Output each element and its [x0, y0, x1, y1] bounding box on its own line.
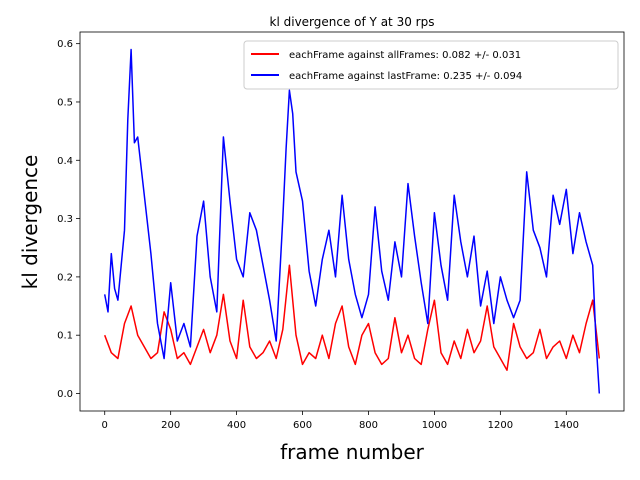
y-tick-label: 0.1	[57, 331, 73, 342]
x-tick-label: 1400	[554, 420, 579, 431]
x-axis-label: frame number	[280, 440, 424, 464]
y-tick-label: 0.5	[57, 97, 73, 108]
x-tick-label: 400	[227, 420, 246, 431]
x-tick-label: 800	[359, 420, 378, 431]
x-tick-label: 1000	[422, 420, 447, 431]
y-axis-ticks: 0.0 0.1 0.2 0.3 0.4 0.5 0.6	[57, 39, 80, 400]
x-tick-label: 1200	[488, 420, 513, 431]
x-tick-label: 200	[161, 420, 180, 431]
x-tick-label: 600	[293, 420, 312, 431]
legend-label-lastframe: eachFrame against lastFrame: 0.235 +/- 0…	[289, 71, 522, 82]
y-tick-label: 0.2	[57, 272, 73, 283]
y-axis-label: kl divergence	[18, 155, 42, 290]
legend-label-allframes: eachFrame against allFrames: 0.082 +/- 0…	[289, 50, 521, 61]
x-axis-ticks: 0 200 400 600 800 1000 1200 1400	[102, 411, 579, 431]
y-tick-label: 0.0	[57, 389, 73, 400]
y-tick-label: 0.6	[57, 39, 73, 50]
legend: eachFrame against allFrames: 0.082 +/- 0…	[244, 41, 618, 89]
x-tick-label: 0	[102, 420, 108, 431]
y-tick-label: 0.3	[57, 214, 73, 225]
chart-title: kl divergence of Y at 30 rps	[270, 15, 435, 29]
y-tick-label: 0.4	[57, 156, 73, 167]
